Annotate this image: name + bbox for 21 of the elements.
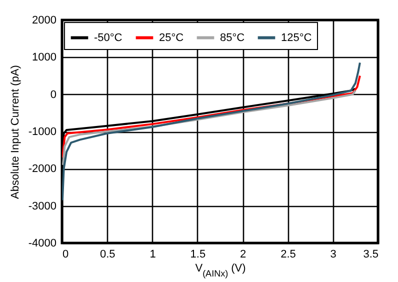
x-tick-label: 1.5 (190, 248, 206, 260)
x-tick-label: 3 (330, 248, 336, 260)
y-tick-label: 1000 (32, 52, 56, 64)
x-tick-label: 0 (62, 248, 69, 260)
y-tick-label: 0 (50, 88, 56, 101)
x-tick-label: 3.5 (363, 248, 378, 260)
y-tick-label: -1000 (28, 126, 56, 138)
y-tick-label: 2000 (32, 14, 56, 26)
y-tick-label: -2000 (28, 163, 56, 176)
x-tick-label: 2 (240, 248, 246, 260)
y-tick-label: -3000 (28, 200, 56, 212)
x-tick-label: 0.5 (100, 248, 116, 260)
y-axis-title: Absolute Input Current (pA) (9, 65, 22, 199)
legend-label: 125°C (281, 32, 312, 44)
legend-label: 85°C (220, 32, 245, 44)
legend-label: 25°C (159, 32, 184, 44)
x-tick-label: 2.5 (280, 248, 296, 260)
x-axis-title: V$_{(AINx)}$ (V) (195, 262, 246, 278)
legend-label: -50°C (94, 32, 122, 44)
y-tick-label: -4000 (28, 238, 56, 250)
x-tick-label: 1 (150, 248, 156, 260)
